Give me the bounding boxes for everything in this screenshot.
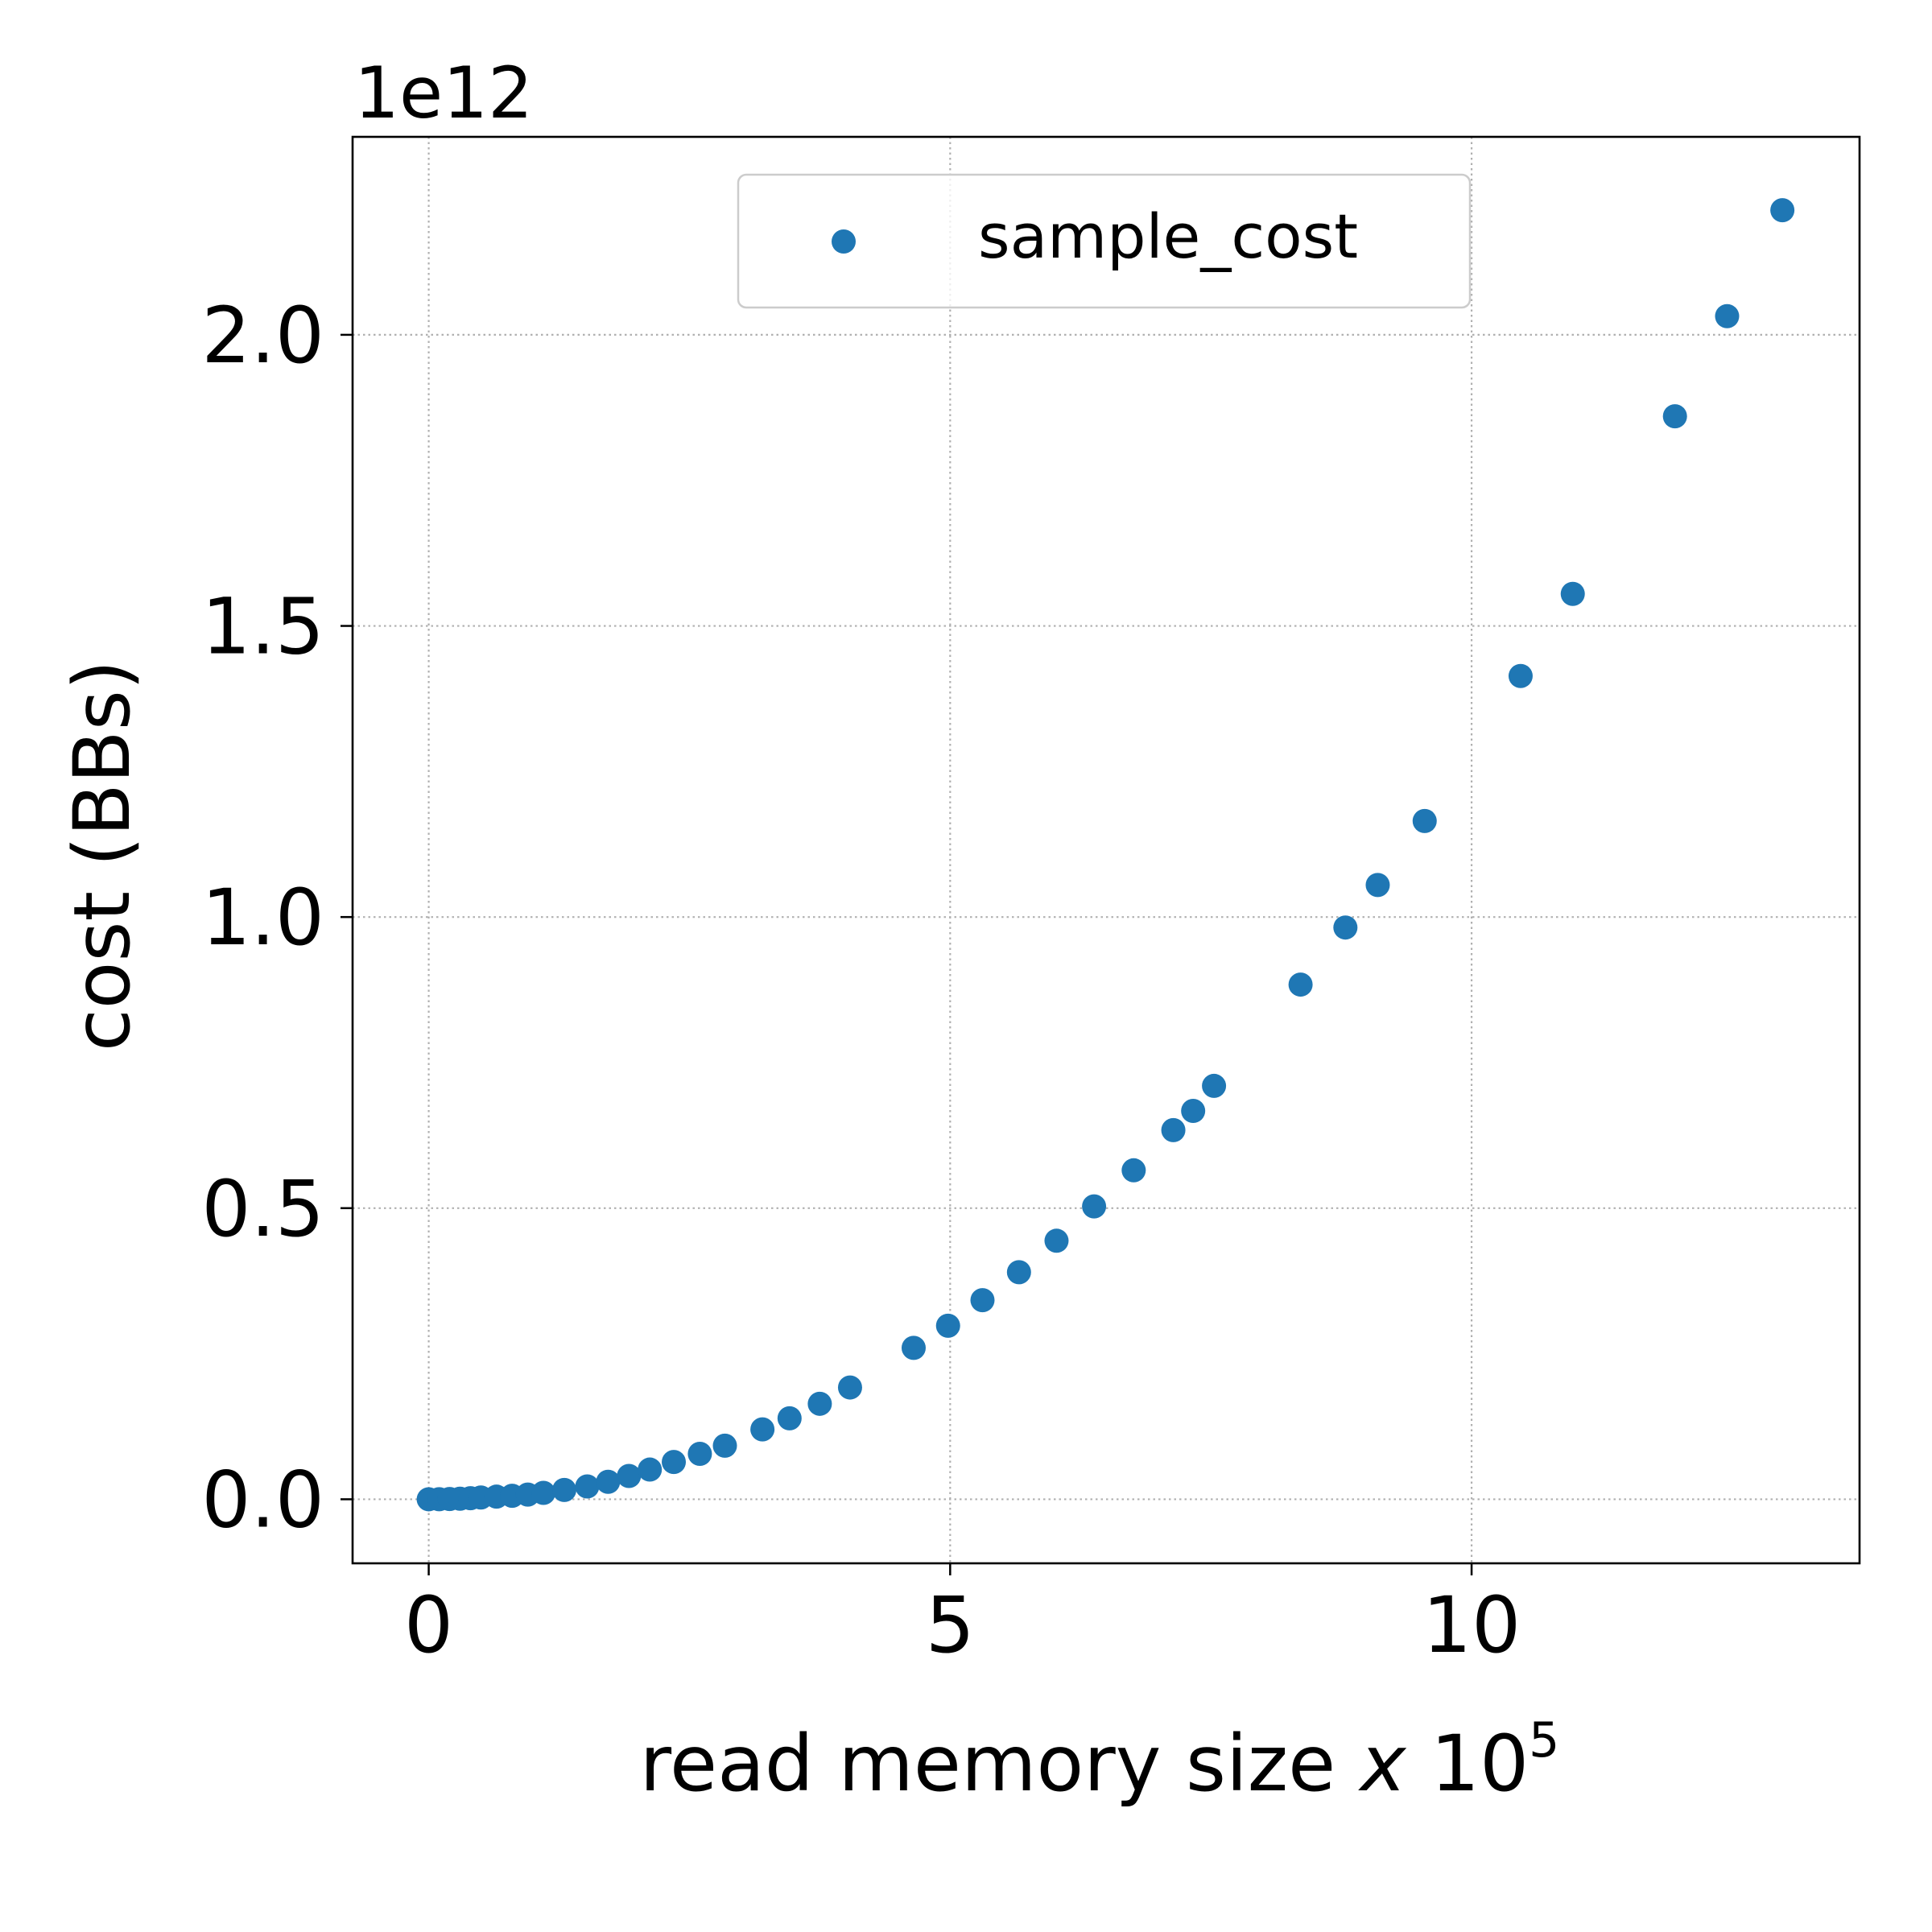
legend-label: sample_cost [978, 200, 1358, 272]
x-axis-label: read memory size x 105 [640, 1712, 1560, 1809]
y-tick-label: 1.0 [201, 873, 324, 963]
data-points [416, 198, 1795, 1512]
plot-frame [351, 135, 1861, 1565]
legend-frame [737, 173, 1472, 309]
data-point [970, 1288, 995, 1313]
y-tick-label: 0.0 [201, 1455, 324, 1545]
data-point [617, 1463, 642, 1488]
data-point [1161, 1117, 1186, 1142]
data-point [1082, 1194, 1107, 1219]
data-point [750, 1417, 775, 1442]
data-point [1508, 663, 1533, 688]
data-point [777, 1406, 802, 1430]
x-axis-label-text: read memory size [640, 1719, 1360, 1809]
y-axis-offset-text: 1e12 [354, 52, 533, 134]
data-point [1121, 1158, 1146, 1183]
x-axis-label-exponent: 5 [1529, 1712, 1559, 1769]
data-point [662, 1450, 687, 1475]
data-point [1006, 1260, 1031, 1285]
data-point [1715, 303, 1740, 328]
data-point [1412, 808, 1437, 833]
data-point [807, 1391, 832, 1416]
x-tick-label: 10 [1422, 1580, 1521, 1670]
data-point [551, 1477, 576, 1502]
data-point [1365, 873, 1390, 898]
data-point [837, 1375, 862, 1400]
data-point [1333, 915, 1358, 940]
data-point [531, 1480, 556, 1505]
x-tick-label: 5 [926, 1580, 975, 1670]
data-point [1288, 972, 1313, 997]
y-axis-label: cost (BBs) [57, 660, 147, 1051]
y-tick-label: 0.5 [201, 1164, 324, 1254]
y-tick-label: 1.5 [201, 582, 324, 672]
data-point [1560, 581, 1585, 606]
x-axis-label-variable: x [1358, 1719, 1407, 1809]
x-axis-label-base: 10 [1406, 1719, 1529, 1809]
axis-ticks: 0 5 10 0.0 0.5 1.0 1.5 2.0 [201, 291, 1521, 1670]
data-point [1044, 1228, 1069, 1253]
data-point [935, 1313, 960, 1338]
data-point [638, 1457, 663, 1482]
data-point [712, 1433, 737, 1458]
data-point [1662, 404, 1687, 429]
data-point [901, 1335, 926, 1360]
data-point [1770, 198, 1795, 223]
data-point [1202, 1073, 1227, 1098]
x-tick-label: 0 [404, 1580, 453, 1670]
data-point [596, 1469, 621, 1494]
legend: sample_cost [737, 173, 1472, 309]
data-point [1181, 1099, 1206, 1124]
data-point [575, 1474, 600, 1499]
data-point [687, 1442, 712, 1467]
legend-marker [832, 229, 856, 254]
y-tick-label: 2.0 [201, 291, 324, 381]
